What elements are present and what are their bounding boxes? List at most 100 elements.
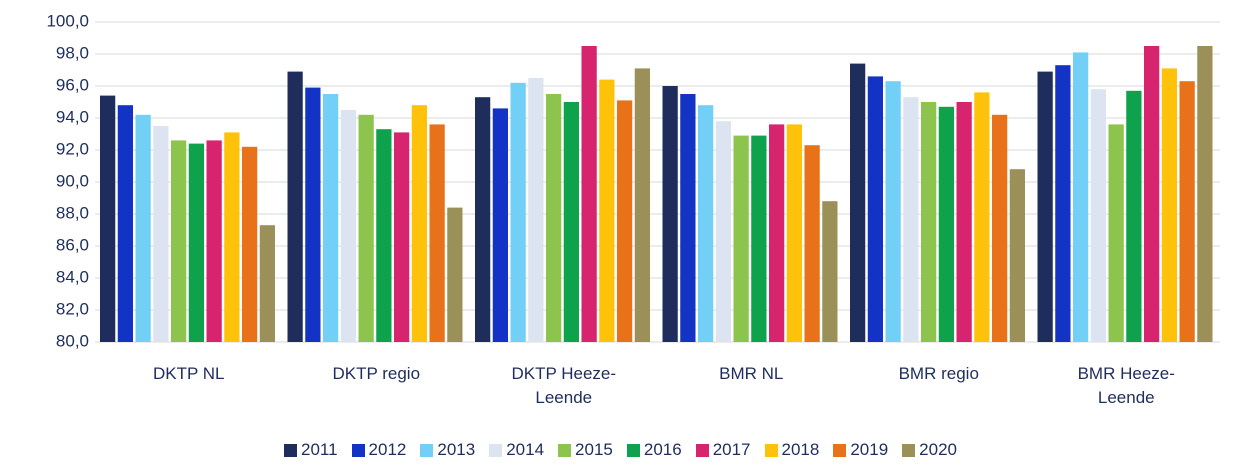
legend-item: 2011 (284, 440, 338, 460)
legend-item: 2020 (902, 440, 957, 460)
bar (805, 145, 820, 342)
bar (734, 136, 749, 342)
bar (974, 92, 989, 342)
x-tick-label: BMR NL (676, 362, 826, 386)
legend-item: 2019 (833, 440, 888, 460)
legend-label: 2015 (575, 440, 613, 460)
legend-label: 2016 (644, 440, 682, 460)
bar (716, 121, 731, 342)
legend-label: 2012 (369, 440, 407, 460)
bar (957, 102, 972, 342)
legend-item: 2015 (558, 440, 613, 460)
bar (341, 110, 356, 342)
bar (564, 102, 579, 342)
bar (153, 126, 168, 342)
x-tick-label: DKTP regio (301, 362, 451, 386)
bar (1055, 65, 1070, 342)
x-tick-label: BMR regio (864, 362, 1014, 386)
bar (224, 132, 239, 342)
bar (886, 81, 901, 342)
legend-swatch (627, 444, 640, 457)
legend-swatch (902, 444, 915, 457)
legend-item: 2013 (420, 440, 475, 460)
bar (1091, 89, 1106, 342)
bar (1073, 52, 1088, 342)
x-tick-label: DKTP NL (114, 362, 264, 386)
legend: 2011 2012 2013 2014 2015 2016 2017 2018 2019 2020 (0, 440, 1241, 460)
bar (493, 108, 508, 342)
y-tick-label: 90,0 (56, 171, 89, 190)
bar (939, 107, 954, 342)
legend-item: 2017 (696, 440, 751, 460)
y-tick-label: 86,0 (56, 235, 89, 254)
legend-swatch (765, 444, 778, 457)
legend-swatch (696, 444, 709, 457)
bar (359, 115, 374, 342)
bar (868, 76, 883, 342)
bar (617, 100, 632, 342)
y-tick-label: 96,0 (56, 75, 89, 94)
legend-swatch (352, 444, 365, 457)
legend-label: 2011 (301, 440, 338, 460)
bar (511, 83, 526, 342)
legend-swatch (284, 444, 297, 457)
bar (787, 124, 802, 342)
legend-item: 2018 (765, 440, 820, 460)
bar (599, 80, 614, 342)
bar (1010, 169, 1025, 342)
bar (582, 46, 597, 342)
bar (136, 115, 151, 342)
bar (698, 105, 713, 342)
bar (1109, 124, 1124, 342)
x-tick-label: BMR Heeze-Leende (1051, 362, 1201, 410)
y-tick-label: 88,0 (56, 203, 89, 222)
bar (1144, 46, 1159, 342)
bar (1197, 46, 1212, 342)
bar (189, 144, 204, 342)
y-tick-label: 84,0 (56, 267, 89, 286)
bar (528, 78, 543, 342)
bar (288, 72, 303, 342)
bar (305, 88, 320, 342)
y-tick-label: 98,0 (56, 43, 89, 62)
y-tick-label: 80,0 (56, 331, 89, 350)
bar (171, 140, 186, 342)
bar (1038, 72, 1053, 342)
bar (903, 97, 918, 342)
bar (118, 105, 133, 342)
x-tick-label: DKTP Heeze-Leende (489, 362, 639, 410)
legend-label: 2017 (713, 440, 751, 460)
bar (447, 208, 462, 342)
legend-label: 2018 (782, 440, 820, 460)
legend-item: 2016 (627, 440, 682, 460)
bar (207, 140, 222, 342)
legend-label: 2019 (850, 440, 888, 460)
bar (242, 147, 257, 342)
bar (751, 136, 766, 342)
bar (635, 68, 650, 342)
legend-item: 2012 (352, 440, 407, 460)
bar (680, 94, 695, 342)
legend-label: 2013 (437, 440, 475, 460)
bar (412, 105, 427, 342)
bar (1126, 91, 1141, 342)
bar (100, 96, 115, 342)
legend-label: 2014 (506, 440, 544, 460)
legend-label: 2020 (919, 440, 957, 460)
bar (260, 225, 275, 342)
chart: 80,082,084,086,088,090,092,094,096,098,0… (0, 0, 1241, 464)
bar (822, 201, 837, 342)
bar (475, 97, 490, 342)
bar (921, 102, 936, 342)
bar (394, 132, 409, 342)
y-tick-label: 92,0 (56, 139, 89, 158)
bar (430, 124, 445, 342)
bar (663, 86, 678, 342)
bar (850, 64, 865, 342)
legend-swatch (489, 444, 502, 457)
bar (769, 124, 784, 342)
y-tick-label: 100,0 (46, 11, 89, 30)
bar (323, 94, 338, 342)
bar (1180, 81, 1195, 342)
bar (992, 115, 1007, 342)
